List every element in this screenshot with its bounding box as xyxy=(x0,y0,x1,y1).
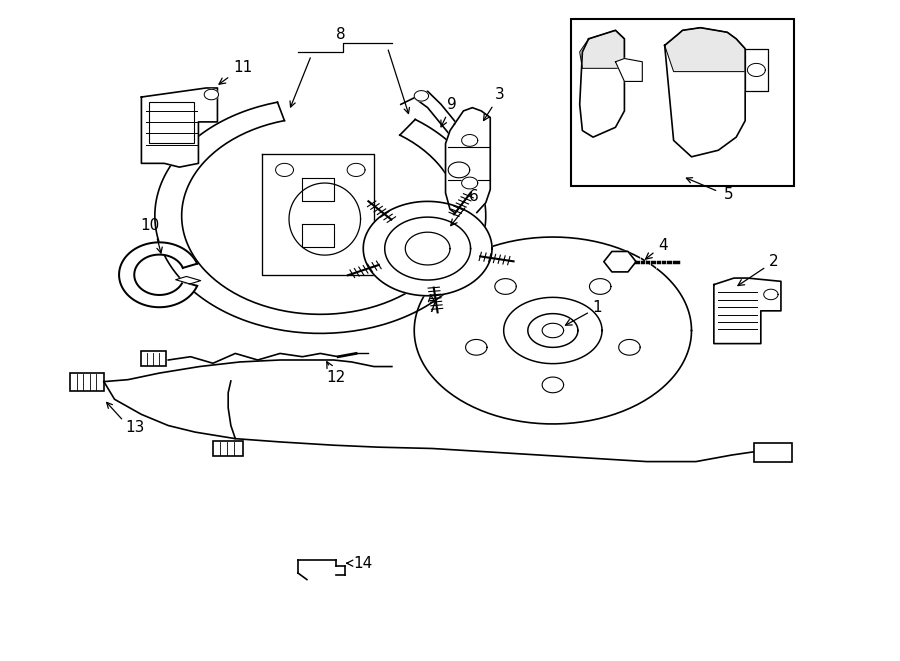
Polygon shape xyxy=(542,377,563,393)
Polygon shape xyxy=(580,30,625,68)
Polygon shape xyxy=(176,276,201,284)
Polygon shape xyxy=(590,279,611,294)
Polygon shape xyxy=(604,251,636,272)
Polygon shape xyxy=(155,102,486,333)
Polygon shape xyxy=(364,202,492,295)
Polygon shape xyxy=(747,63,765,77)
Bar xyxy=(70,373,104,391)
Polygon shape xyxy=(289,183,361,255)
Text: 4: 4 xyxy=(645,238,668,259)
Polygon shape xyxy=(580,30,625,137)
Text: 14: 14 xyxy=(346,556,373,570)
Polygon shape xyxy=(714,278,781,344)
Text: 8: 8 xyxy=(336,26,346,42)
Polygon shape xyxy=(665,28,745,157)
Polygon shape xyxy=(665,28,745,71)
Polygon shape xyxy=(262,153,374,275)
Polygon shape xyxy=(302,178,334,202)
Bar xyxy=(754,444,792,461)
Polygon shape xyxy=(618,340,640,355)
Polygon shape xyxy=(119,243,197,307)
Polygon shape xyxy=(275,163,293,176)
Polygon shape xyxy=(616,58,643,81)
Text: 2: 2 xyxy=(738,254,778,286)
Polygon shape xyxy=(414,91,428,101)
Polygon shape xyxy=(302,223,334,247)
Polygon shape xyxy=(462,135,478,146)
Text: 6: 6 xyxy=(451,188,479,225)
Text: 3: 3 xyxy=(483,87,505,120)
Polygon shape xyxy=(141,88,218,167)
Text: 12: 12 xyxy=(326,362,345,385)
Polygon shape xyxy=(745,49,768,91)
Polygon shape xyxy=(462,177,478,189)
Polygon shape xyxy=(542,323,563,338)
Polygon shape xyxy=(465,340,487,355)
Polygon shape xyxy=(495,279,517,294)
Text: 9: 9 xyxy=(441,97,456,127)
Bar xyxy=(148,102,194,143)
Polygon shape xyxy=(347,163,365,176)
Polygon shape xyxy=(384,217,471,280)
Bar xyxy=(571,19,795,186)
Polygon shape xyxy=(446,108,491,213)
Polygon shape xyxy=(764,290,778,299)
Polygon shape xyxy=(414,237,691,424)
Text: 10: 10 xyxy=(140,218,160,233)
Text: 7: 7 xyxy=(428,294,436,315)
Text: 13: 13 xyxy=(125,420,145,435)
Polygon shape xyxy=(204,89,219,100)
Text: 1: 1 xyxy=(565,300,602,325)
Text: 5: 5 xyxy=(724,186,733,202)
Text: 11: 11 xyxy=(219,59,252,84)
Polygon shape xyxy=(405,232,450,265)
Bar xyxy=(213,441,243,456)
Polygon shape xyxy=(504,297,602,364)
Polygon shape xyxy=(527,313,578,348)
Bar xyxy=(141,352,166,366)
Polygon shape xyxy=(448,162,470,178)
